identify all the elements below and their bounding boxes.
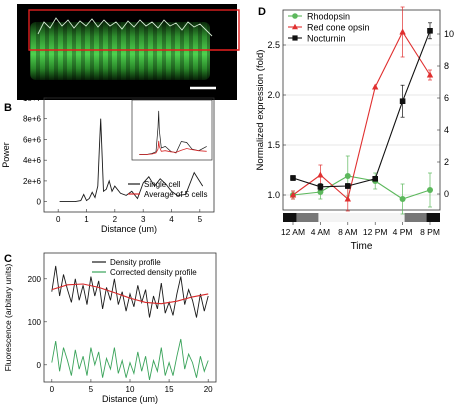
legend-marker-red-cone-opsin [292,23,298,30]
marker-nocturnin [427,28,433,34]
y-axis-label: Normalized expression (fold) [255,50,266,171]
series-line-nocturnin [292,30,431,188]
y-left-tick-label: 1.0 [267,190,280,200]
y-right-tick-label: 6 [444,93,449,103]
expression-time-plot: 1.0 1.5 2.0 2.5 0 2 4 6 8 10 12 AM 4 AM 8 AM 12 PM 4 P… [255,6,454,252]
panel-label-c: C [4,253,12,265]
y-right-tick-label: 8 [444,61,449,71]
marker-red-cone-opsin [426,71,434,78]
x-tick-label: 12 PM [363,227,388,237]
series-line-corrected-profile [51,338,209,380]
x-tick-label: 12 AM [281,227,305,237]
x-tick-label: 8 AM [338,227,357,237]
series-line-density-profile [51,265,209,318]
marker-rhodopsin [317,189,324,195]
light-phase-band [316,213,407,222]
legend-label: Corrected density profile [110,268,197,277]
marker-nocturnin [317,184,324,190]
y-tick-label: 2e+6 [23,177,42,186]
marker-red-cone-opsin [289,191,297,198]
cell-striations [30,22,210,80]
marker-red-cone-opsin [372,83,379,90]
x-tick-label: 4 PM [393,227,413,237]
x-tick-label: 8 PM [420,227,440,237]
x-tick-label: 5 [198,215,203,224]
y-tick-label: 0 [37,198,42,207]
plot-frame [282,9,441,211]
marker-rhodopsin [344,173,351,179]
series-line-single-cell [59,118,204,203]
marker-nocturnin [399,98,406,104]
y-tick-label: 4e+6 [23,156,42,165]
x-tick-label: 0 [50,385,55,394]
marker-rhodopsin [427,187,433,193]
y-tick-label: 0 [37,361,42,370]
x-axis-label: Distance (um) [101,224,157,234]
y-left-tick-label: 2.0 [267,90,280,100]
panel-label-a: A [4,6,12,18]
y-right-tick-label: 0 [444,189,449,199]
marker-nocturnin [345,183,351,189]
legend-label-rhodopsin: Rhodopsin [307,12,350,22]
legend-marker-rhodopsin [292,13,298,19]
x-tick-label: 0 [56,215,61,224]
x-axis-label: Distance (um) [102,394,158,404]
inset-frame [131,99,213,161]
x-tick-label: 15 [165,385,174,394]
x-tick-label: 2 [113,215,118,224]
legend-label: Density profile [110,258,161,267]
y-right-tick-label: 10 [444,29,454,39]
y-axis-label: Fluorescence (arbitary units) [3,263,13,371]
x-tick-label: 10 [126,385,135,394]
x-tick-label: 5 [89,385,94,394]
y-tick-label: 100 [28,318,42,327]
marker-nocturnin [290,175,296,181]
marker-red-cone-opsin [344,195,351,202]
panel-label-d: D [258,6,266,18]
panel-label-b: B [4,102,12,114]
y-left-tick-label: 1.5 [267,140,280,150]
y-tick-label: 6e+6 [23,135,42,144]
density-trace-overlay [37,17,213,37]
legend-label: Single cell [144,180,181,189]
x-tick-label: 4 AM [311,227,330,237]
x-tick-label: 3 [141,215,146,224]
y-tick-label: 1e+7 [23,94,42,103]
legend-label: Average of 5 cells [144,190,207,199]
series-line-rhodopsin [292,175,431,200]
marker-red-cone-opsin [399,28,406,35]
dawn-transition-band [296,213,319,222]
marker-nocturnin [372,176,378,182]
marker-rhodopsin [399,196,406,202]
inset-series-single-cell [139,110,207,155]
y-tick-label: 8e+6 [23,115,42,124]
y-left-tick-label: 2.5 [267,40,280,50]
inset-series-average [139,140,207,155]
y-right-tick-label: 4 [444,125,449,135]
y-tick-label: 200 [28,275,42,284]
x-axis-label: Time [351,241,373,252]
x-tick-label: 1 [84,215,89,224]
power-spectrum-plot: 0 1 2 3 4 5 0 2e+6 4e+6 6e+6 8e+6 1e+7 Distance (um)… [1,94,215,234]
series-line-red-cone-opsin [292,30,431,201]
plot-frame [43,97,215,213]
series-line-fit [51,283,209,305]
x-tick-label: 20 [204,385,213,394]
y-axis-label: Power [1,142,11,168]
legend-label-nocturnin: Nocturnin [307,34,346,44]
x-tick-label: 4 [169,215,174,224]
dusk-transition-band [404,213,427,222]
legend-marker-nocturnin [292,35,298,41]
y-right-tick-label: 2 [444,157,449,167]
legend-label-red-cone-opsin: Red cone opsin [307,23,370,33]
marker-red-cone-opsin [317,171,324,178]
